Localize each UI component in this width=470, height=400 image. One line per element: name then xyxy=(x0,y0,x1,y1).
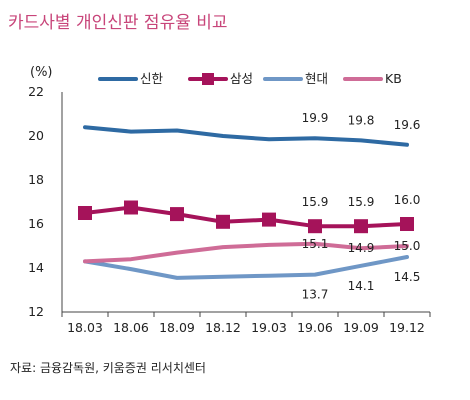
data-label-현대: 14.5 xyxy=(394,270,421,284)
series-point-삼성 xyxy=(262,212,276,227)
legend-marker-삼성 xyxy=(202,73,214,85)
data-label-KB: 15.1 xyxy=(302,237,329,251)
data-label-신한: 19.9 xyxy=(302,111,329,125)
x-tick-label: 19.09 xyxy=(343,320,379,335)
series-point-삼성 xyxy=(216,214,230,229)
legend-label-삼성: 삼성 xyxy=(230,71,253,86)
source-note: 자료: 금융감독원, 키움증권 리서치센터 xyxy=(10,361,206,375)
x-tick-label: 19.12 xyxy=(389,320,425,335)
data-label-삼성: 15.9 xyxy=(348,195,375,209)
x-tick-label: 18.03 xyxy=(67,320,103,335)
series-point-삼성 xyxy=(308,219,322,234)
y-tick-label: 18 xyxy=(28,172,44,187)
data-label-현대: 13.7 xyxy=(302,288,329,302)
data-label-KB: 15.0 xyxy=(394,239,421,253)
series-point-삼성 xyxy=(400,217,414,231)
chart-title: 카드사별 개인신판 점유율 비교 xyxy=(8,13,228,33)
series-line-KB xyxy=(83,241,409,264)
y-tick-label: 20 xyxy=(28,128,44,143)
legend-label-KB: KB xyxy=(385,71,402,86)
axes: 12 14 16 18 20 22 18.03 18.06 18.09 18.12 19.03 19.… xyxy=(28,84,431,335)
series-point-삼성 xyxy=(354,219,368,234)
legend: 신한 삼성 현대 KB xyxy=(98,71,402,86)
y-tick-label: 22 xyxy=(28,84,44,99)
y-axis-unit: (%) xyxy=(30,65,53,80)
data-label-삼성: 16.0 xyxy=(394,193,421,207)
x-tick-label: 18.06 xyxy=(113,320,149,335)
series-line-삼성 xyxy=(83,205,409,229)
series-point-삼성 xyxy=(170,207,184,222)
series-line-신한 xyxy=(83,125,409,147)
series-line-현대 xyxy=(83,255,409,280)
data-label-신한: 19.6 xyxy=(394,118,421,132)
x-tick-label: 18.12 xyxy=(205,320,241,335)
y-tick-label: 16 xyxy=(28,216,44,231)
data-label-신한: 19.8 xyxy=(348,113,375,127)
x-tick-label: 18.09 xyxy=(159,320,195,335)
x-tick-label: 19.06 xyxy=(297,320,333,335)
series-group xyxy=(78,125,414,280)
data-label-삼성: 15.9 xyxy=(302,195,329,209)
x-tick-label: 19.03 xyxy=(251,320,287,335)
data-label-KB: 14.9 xyxy=(348,241,375,255)
y-tick-label: 12 xyxy=(28,304,44,319)
series-point-삼성 xyxy=(78,206,92,220)
series-point-삼성 xyxy=(124,200,138,215)
data-labels: 19.9 19.8 19.6 15.9 15.9 16.0 13.7 14.1 14.5 15.1… xyxy=(302,111,421,301)
y-tick-label: 14 xyxy=(28,260,44,275)
data-label-현대: 14.1 xyxy=(348,279,375,293)
legend-label-현대: 현대 xyxy=(305,71,328,86)
legend-label-신한: 신한 xyxy=(140,71,164,86)
